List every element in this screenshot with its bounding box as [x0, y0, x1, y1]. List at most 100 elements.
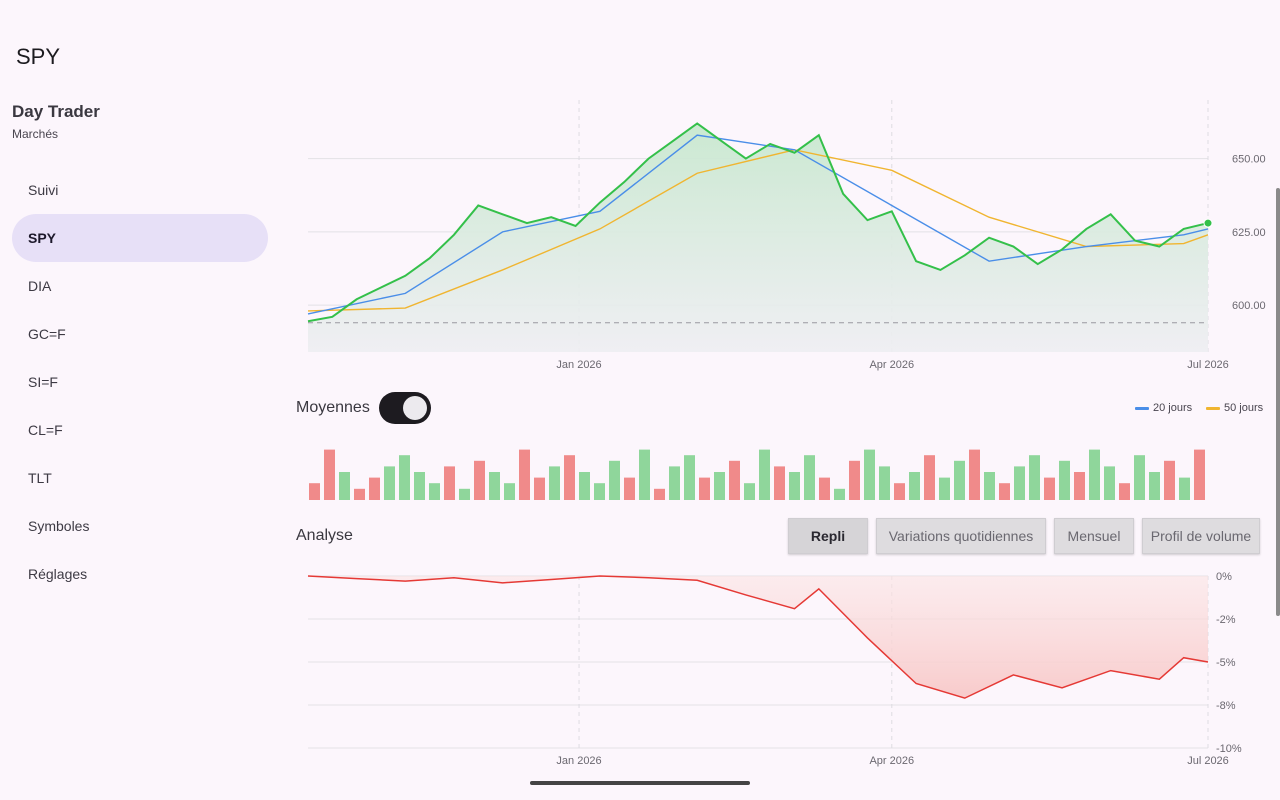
volume-bar: [399, 455, 410, 500]
home-indicator[interactable]: [530, 781, 750, 785]
volume-bar: [564, 455, 575, 500]
scrollbar[interactable]: [1276, 188, 1280, 616]
volume-bar: [1089, 449, 1100, 500]
nav-item-symboles[interactable]: Symboles: [12, 502, 268, 550]
volume-chart: [309, 449, 1205, 500]
volume-bar: [1029, 455, 1040, 500]
volume-bar: [834, 488, 845, 500]
drawdown-line: [307, 575, 1209, 699]
volume-bar: [639, 449, 650, 500]
drawdown-area: [308, 576, 1208, 699]
volume-bar: [384, 466, 395, 500]
volume-bar: [519, 449, 530, 500]
nav-item-gc-f[interactable]: GC=F: [12, 310, 268, 358]
volume-bar: [609, 460, 620, 500]
nav-item-label: Réglages: [28, 566, 88, 582]
nav-item-dia[interactable]: DIA: [12, 262, 268, 310]
volume-bar: [309, 483, 320, 500]
volume-bar: [999, 483, 1010, 500]
app-title: SPY: [16, 44, 61, 69]
volume-bar: [324, 449, 335, 500]
volume-bar: [444, 466, 455, 500]
averages-toggle[interactable]: [379, 392, 431, 424]
volume-bar: [984, 472, 995, 500]
nav-item-label: SI=F: [28, 374, 58, 390]
x-tick-label: Jan 2026: [556, 359, 601, 371]
volume-bar: [789, 472, 800, 500]
averages-label: Moyennes: [296, 399, 370, 416]
volume-bar: [1194, 449, 1205, 500]
volume-bar: [879, 466, 890, 500]
volume-bar: [684, 455, 695, 500]
y-tick-label: 0%: [1216, 571, 1232, 583]
status-icons: ▾◢▮: [1236, 4, 1264, 18]
tab-mensuel[interactable]: Mensuel: [1054, 518, 1134, 554]
volume-bar: [624, 477, 635, 500]
analysis-label: Analyse: [296, 527, 353, 544]
y-tick-label: -2%: [1216, 614, 1236, 626]
volume-bar: [1119, 483, 1130, 500]
y-tick-label: 650.00: [1232, 154, 1266, 166]
volume-bar: [819, 477, 830, 500]
nav-item-tlt[interactable]: TLT: [12, 454, 268, 502]
sma20-line: [307, 134, 1209, 315]
status-bar: 9:41 AM ▾◢▮: [0, 0, 1280, 24]
price-chart[interactable]: 600.00 625.00 650.00 Jan 2026 Apr 2026 Jul 20…: [296, 92, 1280, 377]
x-tick-label: Apr 2026: [869, 755, 914, 767]
volume-bar: [669, 466, 680, 500]
volume-bar: [654, 488, 665, 500]
drawdown-chart[interactable]: 0% -2% -5% -8% -10% Jan 2026 Apr 2026 Jul 2026: [296, 566, 1280, 772]
nav-item-label: Symboles: [28, 518, 90, 534]
volume-bar: [969, 449, 980, 500]
nav-item-label: SPY: [28, 230, 57, 246]
nav-item-reglages[interactable]: Réglages: [12, 550, 268, 598]
tab-profil-de-volume[interactable]: Profil de volume: [1142, 518, 1260, 554]
volume-bar: [924, 455, 935, 500]
volume-bar: [1014, 466, 1025, 500]
drawer-title: Day Trader: [12, 102, 100, 121]
volume-bar: [459, 488, 470, 500]
volume-bar: [849, 460, 860, 500]
volume-bar: [1134, 455, 1145, 500]
drawer-subtitle: Marchés: [12, 127, 59, 141]
nav-item-cl-f[interactable]: CL=F: [12, 406, 268, 454]
y-tick-label: 625.00: [1232, 227, 1266, 239]
price-line: [307, 122, 1209, 323]
volume-bar: [939, 477, 950, 500]
volume-bar: [474, 460, 485, 500]
legend-sma20-swatch: [1135, 406, 1149, 410]
volume-bar: [1044, 477, 1055, 500]
y-tick-label: -8%: [1216, 700, 1236, 712]
volume-bar: [369, 477, 380, 500]
nav-item-si-f[interactable]: SI=F: [12, 358, 268, 406]
legend-sma20-label: 20 jours: [1153, 402, 1193, 414]
volume-bar: [774, 466, 785, 500]
tab-variations-quotidiennes[interactable]: Variations quotidiennes: [876, 518, 1046, 554]
tab-repli[interactable]: Repli: [788, 518, 868, 554]
volume-bar: [954, 460, 965, 500]
volume-bar: [864, 449, 875, 500]
y-tick-label: 600.00: [1232, 300, 1266, 312]
volume-bar: [1059, 460, 1070, 500]
x-tick-label: Apr 2026: [869, 359, 914, 371]
volume-bar: [1149, 472, 1160, 500]
volume-bar: [759, 449, 770, 500]
nav-item-suivi[interactable]: Suivi: [12, 166, 268, 214]
x-tick-label: Jul 2026: [1187, 755, 1229, 767]
volume-bar: [594, 483, 605, 500]
volume-bar: [699, 477, 710, 500]
volume-bar: [429, 483, 440, 500]
nav-item-label: GC=F: [28, 326, 66, 342]
volume-bar: [534, 477, 545, 500]
nav-item-label: CL=F: [28, 422, 63, 438]
y-tick-label: -5%: [1216, 657, 1236, 669]
volume-bar: [579, 472, 590, 500]
volume-bar: [714, 472, 725, 500]
volume-bar: [804, 455, 815, 500]
legend-sma50: 50 jours: [1206, 402, 1263, 414]
nav-item-spy[interactable]: SPY: [12, 214, 268, 262]
nav-item-label: DIA: [28, 278, 52, 294]
nav-item-label: TLT: [28, 470, 52, 486]
price-area: [308, 123, 1208, 352]
nav-item-label: Suivi: [28, 182, 59, 198]
